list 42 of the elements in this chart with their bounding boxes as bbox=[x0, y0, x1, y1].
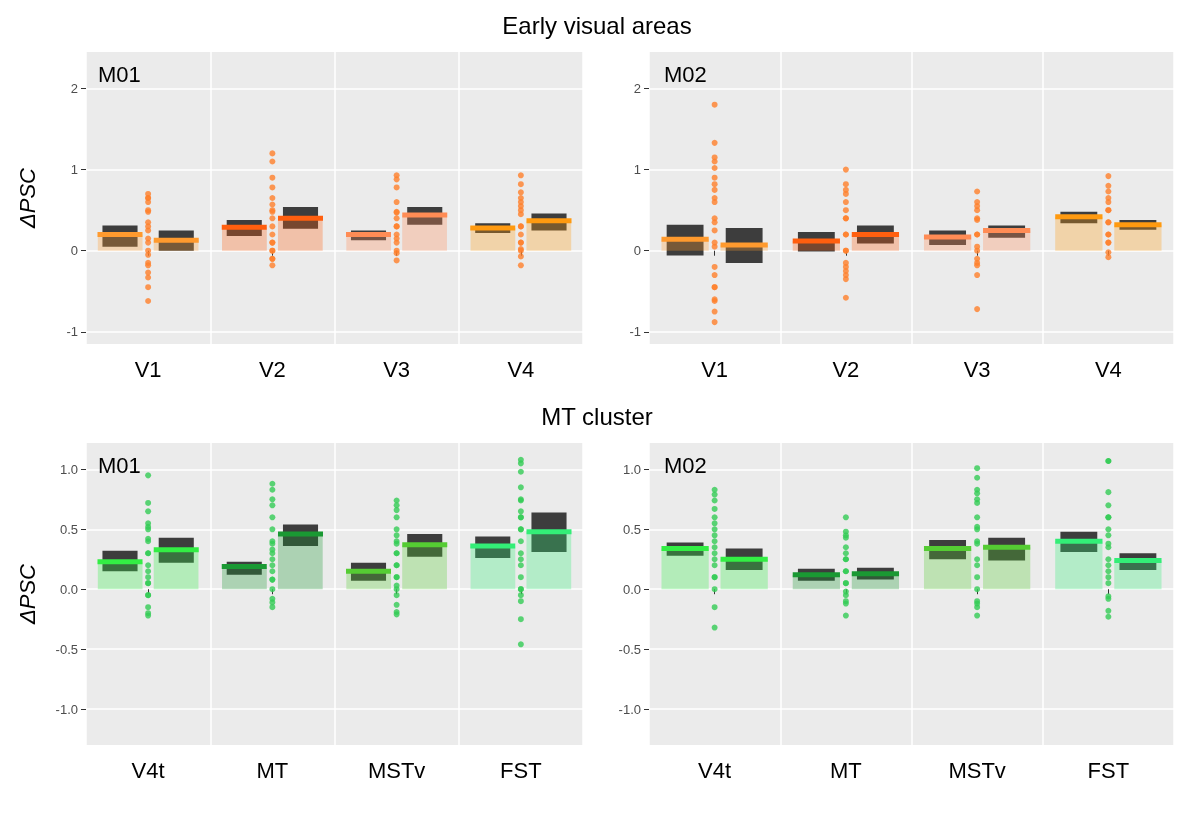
x-tick-label: V4 bbox=[1094, 356, 1122, 382]
y-tick-label: 0.0 bbox=[622, 581, 641, 597]
y-tick-label: 1 bbox=[633, 162, 641, 178]
y-tick-label: 0.5 bbox=[59, 521, 78, 537]
x-tick-label: MT bbox=[829, 757, 862, 783]
x-tick-label: FST bbox=[500, 757, 542, 783]
y-tick-label: 0.5 bbox=[622, 521, 641, 537]
x-tick-label: V2 bbox=[258, 356, 286, 382]
x-tick-label: MT bbox=[256, 757, 289, 783]
y-tick-label: 0 bbox=[633, 243, 641, 259]
x-tick-label: V1 bbox=[134, 356, 162, 382]
y-tick-label: -1.0 bbox=[55, 701, 78, 717]
chart-title: Early visual areas bbox=[501, 11, 693, 41]
text: M02 bbox=[664, 61, 707, 87]
y-tick-label: -0.5 bbox=[618, 641, 641, 657]
y-axis-title: ΔPSC bbox=[14, 167, 40, 229]
y-tick-label: -1 bbox=[66, 324, 78, 340]
x-tick-label: MSTv bbox=[367, 757, 426, 783]
y-tick-label: 2 bbox=[633, 81, 641, 96]
y-tick-label: 1.0 bbox=[622, 461, 641, 477]
y-tick-label: -0.5 bbox=[55, 641, 78, 657]
x-tick-label: V3 bbox=[383, 356, 411, 382]
y-tick-label: 2 bbox=[70, 81, 78, 96]
x-tick-label: V2 bbox=[832, 356, 860, 382]
y-axis-title: ΔPSC bbox=[14, 563, 40, 625]
x-tick-label: FST bbox=[1087, 757, 1130, 783]
chart-subtitle: M02 bbox=[664, 452, 707, 478]
x-tick-label: V3 bbox=[963, 356, 991, 382]
y-tick-label: 0.0 bbox=[59, 581, 78, 597]
x-tick-label: V4t bbox=[698, 757, 732, 783]
x-tick-label: MSTv bbox=[948, 757, 1006, 783]
y-tick-label: 1.0 bbox=[59, 461, 78, 477]
y-tick-label: -1 bbox=[629, 324, 641, 340]
y-tick-label: 0 bbox=[70, 243, 78, 259]
chart-title: MT cluster bbox=[540, 402, 654, 432]
x-tick-label: V4t bbox=[131, 757, 165, 783]
y-tick-label: -1.0 bbox=[618, 701, 641, 717]
text: M01 bbox=[98, 61, 141, 87]
x-tick-label: V1 bbox=[701, 356, 729, 382]
x-tick-label: V4 bbox=[507, 356, 535, 382]
chart-subtitle: M01 bbox=[98, 452, 141, 478]
y-tick-label: 1 bbox=[70, 162, 78, 178]
